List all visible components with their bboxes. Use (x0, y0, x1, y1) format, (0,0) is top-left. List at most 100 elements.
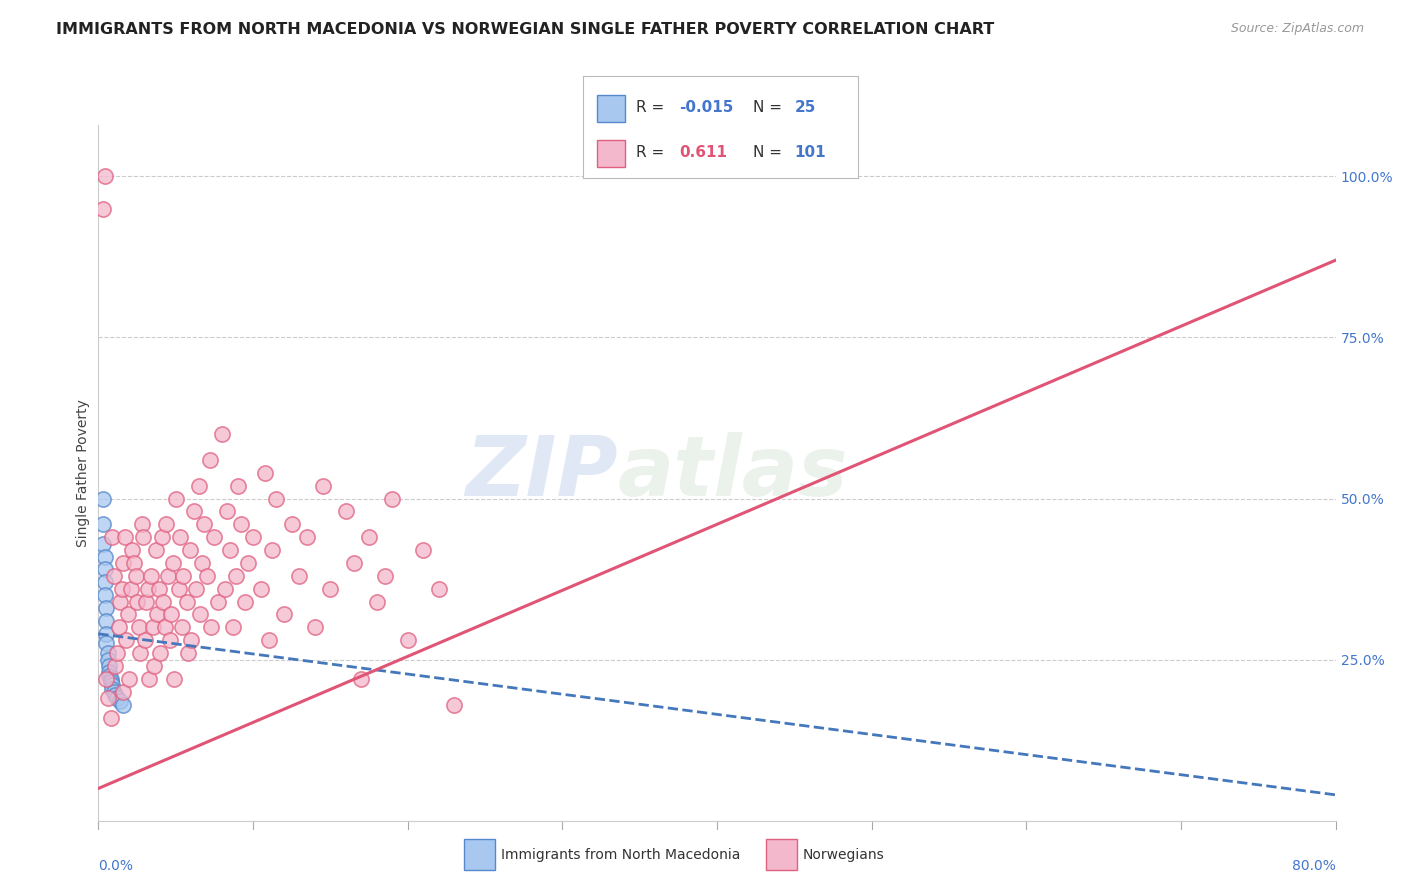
Text: ZIP: ZIP (465, 433, 619, 513)
Point (222, 620, 245, 634)
Point (98, 665, 121, 680)
Point (124, 569, 146, 583)
Point (97, 652, 120, 666)
Point (93, 549, 115, 564)
Point (412, 543, 434, 558)
Text: atlas: atlas (619, 433, 849, 513)
Point (91, 491, 114, 506)
Point (128, 620, 150, 634)
Point (443, 698, 465, 712)
Point (229, 517, 252, 532)
Text: -0.015: -0.015 (679, 100, 734, 115)
Point (396, 633, 419, 648)
Point (96, 614, 118, 628)
Point (153, 620, 176, 634)
Point (250, 582, 273, 596)
Point (427, 582, 450, 596)
Point (103, 569, 125, 583)
Point (176, 594, 198, 608)
Point (155, 517, 177, 532)
Point (190, 607, 212, 622)
Point (138, 672, 160, 686)
Point (319, 582, 342, 596)
Point (167, 582, 190, 596)
Point (198, 453, 221, 467)
FancyBboxPatch shape (598, 140, 624, 167)
Point (105, 646, 128, 660)
Point (150, 530, 173, 544)
Point (108, 694, 131, 708)
Point (219, 543, 242, 558)
Point (122, 556, 145, 570)
Point (177, 646, 200, 660)
Point (142, 620, 165, 634)
Point (132, 530, 155, 544)
Point (112, 556, 135, 570)
Point (118, 672, 141, 686)
Point (288, 569, 311, 583)
Point (183, 504, 205, 518)
Point (120, 582, 142, 596)
Point (96, 672, 118, 686)
Text: 0.611: 0.611 (679, 145, 727, 161)
Point (145, 543, 167, 558)
Point (254, 466, 277, 480)
Text: Immigrants from North Macedonia: Immigrants from North Macedonia (501, 847, 740, 862)
Point (160, 607, 183, 622)
Point (146, 607, 169, 622)
Point (112, 685, 135, 699)
Point (93, 562, 115, 576)
Point (366, 594, 388, 608)
Point (297, 530, 319, 544)
Point (193, 517, 215, 532)
Point (135, 594, 157, 608)
Point (195, 569, 218, 583)
Point (112, 698, 135, 712)
Point (214, 582, 236, 596)
Point (357, 530, 380, 544)
Point (121, 543, 143, 558)
Point (180, 633, 202, 648)
Point (91, 202, 114, 216)
Text: IMMIGRANTS FROM NORTH MACEDONIA VS NORWEGIAN SINGLE FATHER POVERTY CORRELATION C: IMMIGRANTS FROM NORTH MACEDONIA VS NORWE… (56, 22, 994, 37)
Point (139, 569, 162, 583)
Point (170, 620, 193, 634)
Point (96, 627, 118, 641)
Point (226, 478, 249, 492)
Point (117, 607, 139, 622)
Text: R =: R = (636, 145, 669, 161)
Point (97, 646, 120, 660)
Point (169, 530, 191, 544)
Point (100, 710, 122, 724)
Point (97, 691, 120, 706)
Point (91, 536, 114, 550)
Point (96, 636, 118, 650)
Point (152, 594, 174, 608)
Point (350, 672, 373, 686)
Point (374, 569, 396, 583)
Text: 0.0%: 0.0% (98, 859, 134, 873)
Y-axis label: Single Father Poverty: Single Father Poverty (76, 399, 90, 547)
Text: Norwegians: Norwegians (803, 847, 884, 862)
Point (103, 685, 125, 699)
Text: N =: N = (754, 145, 787, 161)
Point (105, 691, 128, 706)
Point (211, 427, 233, 442)
Point (200, 620, 222, 634)
Point (104, 688, 127, 702)
Point (111, 582, 134, 596)
Point (96, 601, 118, 615)
Point (312, 478, 335, 492)
Text: R =: R = (636, 100, 669, 115)
Point (173, 569, 195, 583)
Point (127, 594, 149, 608)
Point (115, 633, 138, 648)
Text: 25: 25 (794, 100, 815, 115)
Point (162, 556, 184, 570)
Point (129, 646, 152, 660)
Point (235, 594, 257, 608)
Point (159, 633, 181, 648)
Point (136, 582, 159, 596)
Point (238, 556, 260, 570)
Point (304, 620, 326, 634)
